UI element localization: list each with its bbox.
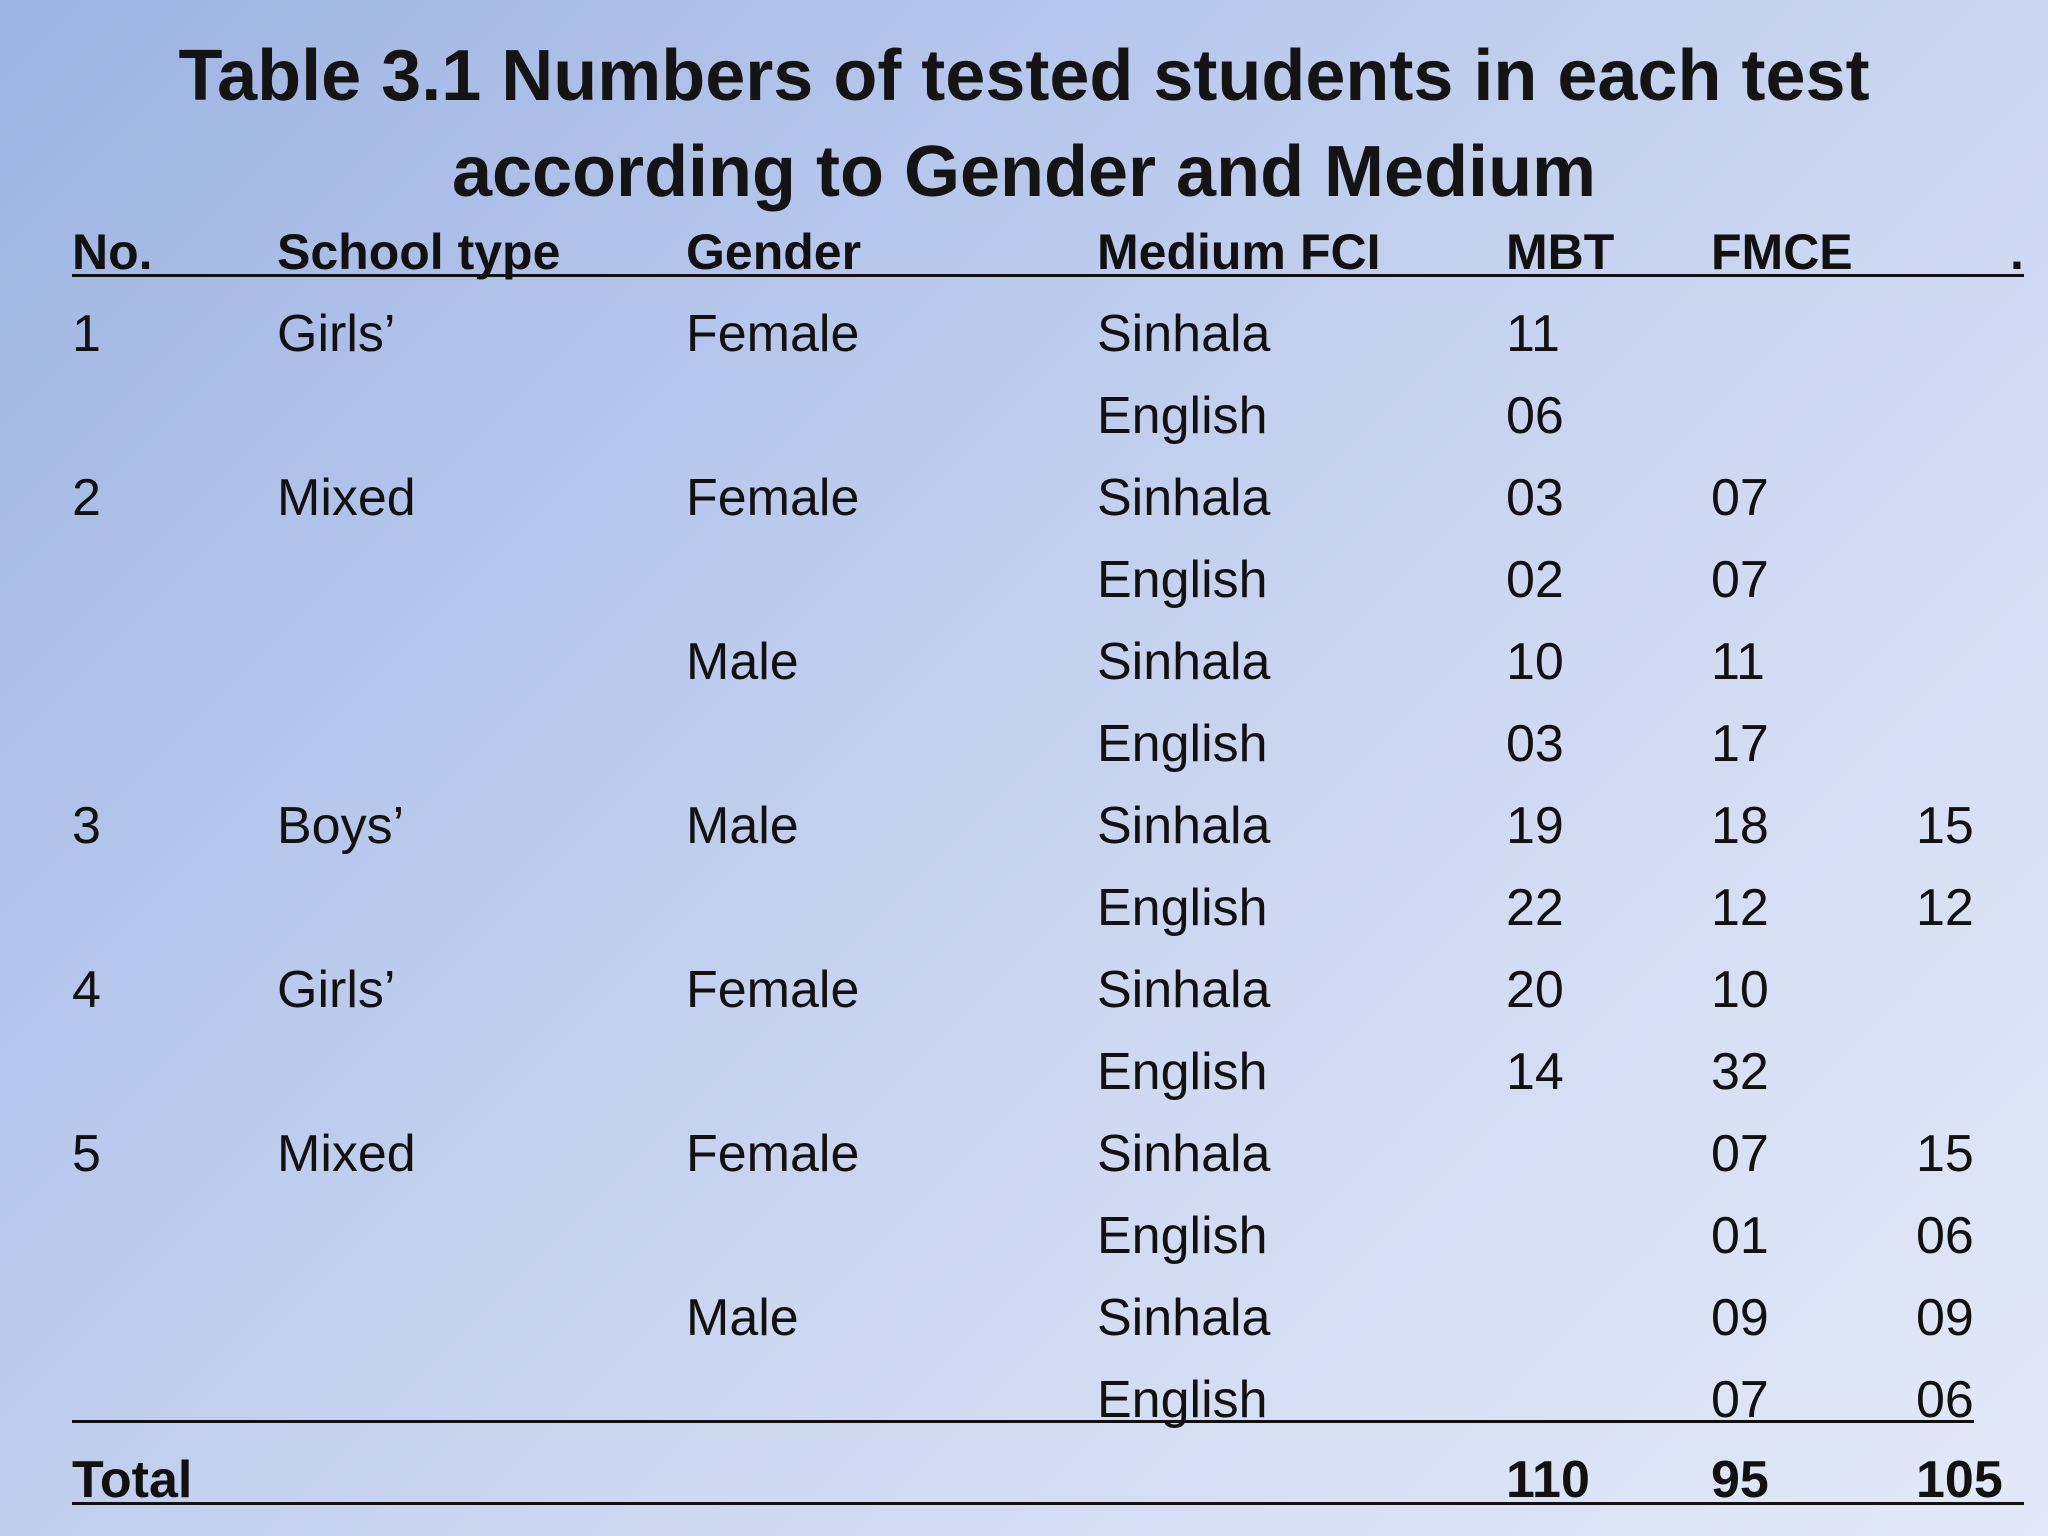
header-no: No. (72, 224, 153, 280)
cell-mbt: 07 (1711, 1125, 1769, 1183)
header-trailing-mark: . (2010, 224, 2024, 280)
total-fci: 110 (1506, 1451, 1590, 1509)
cell-mbt: 07 (1711, 1371, 1769, 1429)
cell-fci: 19 (1506, 797, 1564, 855)
cell-medium: English (1097, 715, 1268, 773)
cell-no: 1 (72, 305, 101, 363)
cell-medium: English (1097, 551, 1268, 609)
cell-mbt: 10 (1711, 961, 1769, 1019)
title-line-2: according to Gender and Medium (451, 132, 1597, 212)
cell-fci: 22 (1506, 879, 1564, 937)
cell-gender: Female (686, 469, 860, 527)
cell-mbt: 07 (1711, 469, 1769, 527)
body-bottom-rule (72, 1420, 1974, 1423)
cell-medium: English (1097, 1371, 1268, 1429)
total-fmce: 105 (1916, 1451, 2003, 1509)
cell-medium: Sinhala (1097, 1125, 1271, 1183)
cell-medium: Sinhala (1097, 961, 1271, 1019)
cell-fci: 03 (1506, 469, 1564, 527)
cell-medium: English (1097, 387, 1268, 445)
cell-fci: 10 (1506, 633, 1564, 691)
cell-mbt: 12 (1711, 879, 1769, 937)
cell-mbt: 17 (1711, 715, 1769, 773)
header-rule (72, 274, 2024, 277)
cell-medium: Sinhala (1097, 469, 1271, 527)
cell-gender: Male (686, 633, 799, 691)
cell-mbt: 11 (1711, 633, 1765, 691)
cell-gender: Female (686, 1125, 860, 1183)
cell-school: Girls’ (277, 961, 396, 1019)
cell-fci: 20 (1506, 961, 1564, 1019)
total-mbt: 95 (1711, 1451, 1769, 1509)
cell-fmce: 06 (1916, 1207, 1974, 1265)
cell-fci: 11 (1506, 305, 1560, 363)
cell-no: 5 (72, 1125, 101, 1183)
cell-fci: 03 (1506, 715, 1564, 773)
cell-medium: Sinhala (1097, 633, 1271, 691)
cell-fmce: 09 (1916, 1289, 1974, 1347)
cell-mbt: 32 (1711, 1043, 1769, 1101)
cell-mbt: 18 (1711, 797, 1769, 855)
cell-fmce: 15 (1916, 1125, 1974, 1183)
header-fmce: FMCE (1711, 224, 1853, 280)
cell-gender: Female (686, 305, 860, 363)
header-fci: FCI (1300, 224, 1381, 280)
cell-fmce: 12 (1916, 879, 1974, 937)
cell-medium: Sinhala (1097, 1289, 1271, 1347)
cell-no: 4 (72, 961, 101, 1019)
cell-mbt: 09 (1711, 1289, 1769, 1347)
cell-school: Mixed (277, 469, 416, 527)
cell-school: Mixed (277, 1125, 416, 1183)
cell-school: Boys’ (277, 797, 405, 855)
cell-medium: English (1097, 1043, 1268, 1101)
cell-school: Girls’ (277, 305, 396, 363)
cell-fci: 02 (1506, 551, 1564, 609)
cell-fmce: 06 (1916, 1371, 1974, 1429)
title-line-1: Table 3.1 Numbers of tested students in … (178, 36, 1870, 116)
cell-mbt: 01 (1711, 1207, 1769, 1265)
total-bottom-rule (72, 1502, 2024, 1505)
cell-medium: Sinhala (1097, 305, 1271, 363)
header-medium: Medium (1097, 224, 1286, 280)
cell-medium: English (1097, 1207, 1268, 1265)
cell-gender: Male (686, 1289, 799, 1347)
header-mbt: MBT (1506, 224, 1615, 280)
cell-fci: 14 (1506, 1043, 1564, 1101)
cell-no: 2 (72, 469, 101, 527)
cell-fci: 06 (1506, 387, 1564, 445)
cell-medium: Sinhala (1097, 797, 1271, 855)
header-gender: Gender (686, 224, 862, 280)
cell-gender: Male (686, 797, 799, 855)
cell-gender: Female (686, 961, 860, 1019)
cell-fmce: 15 (1916, 797, 1974, 855)
cell-no: 3 (72, 797, 101, 855)
total-label: Total (72, 1451, 193, 1509)
cell-mbt: 07 (1711, 551, 1769, 609)
cell-medium: English (1097, 879, 1268, 937)
header-school-type: School type (277, 224, 561, 280)
page-title: Table 3.1 Numbers of tested students in … (0, 28, 2048, 220)
